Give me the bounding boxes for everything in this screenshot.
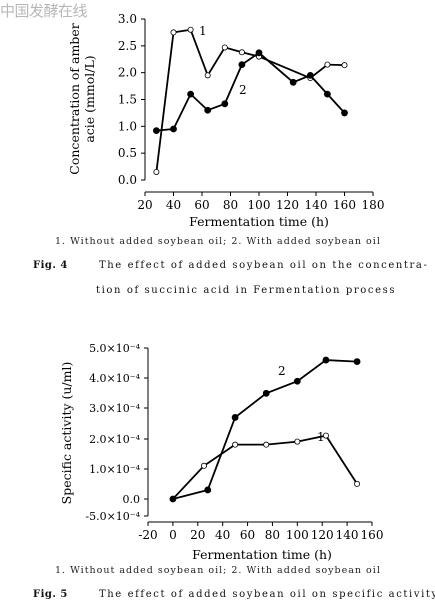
y-axis-label-line: Concentration of amber bbox=[67, 23, 82, 174]
series-2-point bbox=[293, 377, 301, 385]
series-2-point bbox=[187, 90, 195, 98]
series-1-point bbox=[200, 462, 207, 469]
x-tick-label: -20 bbox=[138, 528, 157, 542]
y-tick-label: 0.0 bbox=[123, 493, 141, 506]
series-2-point bbox=[323, 90, 331, 98]
series-2-point bbox=[353, 358, 361, 365]
x-tick-label: 20 bbox=[190, 528, 205, 542]
y-tick-label: 3.0×10⁻⁴ bbox=[89, 402, 141, 415]
series-2-point bbox=[322, 356, 330, 364]
series-2-point bbox=[169, 495, 177, 503]
y-tick-label: 2.5 bbox=[118, 39, 137, 53]
y-tick-label: -5.0×10⁻⁴ bbox=[85, 510, 140, 523]
series-1-label: 1 bbox=[199, 24, 207, 38]
x-tick-label: 60 bbox=[194, 198, 209, 212]
series-1-point bbox=[341, 62, 348, 69]
series-1-point bbox=[170, 29, 177, 36]
series-2-point bbox=[231, 414, 239, 421]
series-2-point bbox=[204, 486, 212, 494]
series-2-line bbox=[156, 51, 346, 132]
series-2-point bbox=[262, 389, 270, 397]
figure-4-chart: 0.0 0.5 1.0 1.5 2.0 2.5 3.0 20 40 60 80 100 120 140 16… bbox=[67, 12, 385, 229]
y-tick-label: 0.0 bbox=[118, 173, 137, 187]
series-2-point bbox=[170, 125, 177, 133]
series-2-line bbox=[172, 359, 358, 500]
y-tick-label: 0.5 bbox=[118, 146, 137, 160]
series-1-point bbox=[324, 61, 331, 68]
x-tick-label: 160 bbox=[333, 198, 356, 212]
x-tick-label: 140 bbox=[305, 198, 328, 212]
x-tick-label: 140 bbox=[336, 528, 359, 542]
figure-5-legend: 1. Without added soybean oil; 2. With ad… bbox=[55, 565, 381, 576]
x-tick-label: 160 bbox=[361, 528, 384, 542]
y-tick-label: 4.0×10⁻⁴ bbox=[89, 372, 141, 385]
y-axis-label: Concentration of amberacie (mmol/L) bbox=[67, 23, 97, 174]
x-tick-label: 0 bbox=[169, 528, 177, 542]
y-tick-label: 2.0 bbox=[118, 66, 137, 80]
series-2-point bbox=[341, 109, 348, 117]
series-1-point bbox=[153, 168, 160, 175]
x-tick-label: 120 bbox=[311, 528, 334, 542]
figure-5-label: Fig. 5 bbox=[33, 589, 68, 600]
series-2-point bbox=[204, 106, 212, 114]
series-2-point bbox=[255, 49, 263, 57]
series-1-label: 1 bbox=[317, 430, 325, 444]
figure-4-caption: Fig. 4 The effect of added soybean oil on… bbox=[33, 260, 428, 271]
y-tick-label: 3.0 bbox=[118, 12, 137, 26]
y-axis-label: Specific activity (u/ml) bbox=[59, 362, 74, 505]
y-tick-label: 1.0 bbox=[118, 119, 137, 133]
series-1-point bbox=[294, 438, 301, 445]
x-tick-label: 100 bbox=[248, 198, 271, 212]
figure-5-chart: 5.0×10⁻⁴ 4.0×10⁻⁴ 3.0×10⁻⁴ 2.0×10⁻⁴ 1.0×10⁻⁴… bbox=[59, 342, 384, 562]
y-tick-label: 1.0×10⁻⁴ bbox=[89, 463, 141, 476]
series-1-point bbox=[204, 72, 211, 79]
series-2-point bbox=[238, 61, 246, 69]
series-1-point bbox=[221, 44, 228, 51]
x-tick-label: 180 bbox=[362, 198, 385, 212]
x-axis-label: Fermentation time (h) bbox=[189, 214, 329, 229]
figure-4-caption-line2: tion of succinic acid in Fermentation pr… bbox=[96, 285, 397, 296]
figure-4-legend: 1. Without added soybean oil; 2. With ad… bbox=[55, 236, 381, 247]
series-2-point bbox=[221, 100, 229, 108]
series-1-line bbox=[155, 28, 345, 173]
y-tick-label: 2.0×10⁻⁴ bbox=[89, 433, 141, 446]
watermark-text: 中国发酵在线 bbox=[0, 2, 88, 20]
series-1-point bbox=[322, 432, 329, 439]
x-tick-label: 40 bbox=[215, 528, 230, 542]
x-axis-label: Fermentation time (h) bbox=[192, 547, 332, 562]
x-tick-label: 20 bbox=[137, 198, 152, 212]
figure-4-caption-line1: The effect of added soybean oil on the c… bbox=[99, 260, 429, 271]
series-1-point bbox=[238, 49, 245, 56]
series-1-point bbox=[263, 441, 270, 448]
x-tick-label: 80 bbox=[265, 528, 280, 542]
series-2-label: 2 bbox=[239, 83, 247, 97]
series-2-label: 2 bbox=[278, 364, 286, 378]
series-2-point bbox=[306, 71, 314, 79]
x-tick-label: 40 bbox=[166, 198, 181, 212]
y-tick-label: 1.5 bbox=[118, 93, 137, 107]
series-1-point bbox=[232, 441, 239, 448]
x-tick-label: 80 bbox=[223, 198, 238, 212]
figure-5-caption: Fig. 5 The effect of added soybean oil on… bbox=[33, 589, 435, 600]
series-1-point bbox=[354, 480, 361, 487]
x-tick-label: 100 bbox=[286, 528, 309, 542]
x-tick-label: 120 bbox=[276, 198, 299, 212]
x-tick-label: 60 bbox=[240, 528, 255, 542]
figure-4-label: Fig. 4 bbox=[33, 260, 68, 271]
series-1-point bbox=[187, 26, 194, 33]
y-tick-label: 5.0×10⁻⁴ bbox=[89, 342, 141, 355]
y-axis-label-line: acie (mmol/L) bbox=[82, 55, 97, 142]
series-2-point bbox=[152, 127, 160, 135]
figure-5-caption-line1: The effect of added soybean oil on speci… bbox=[99, 589, 435, 600]
series-2-point bbox=[289, 78, 297, 86]
